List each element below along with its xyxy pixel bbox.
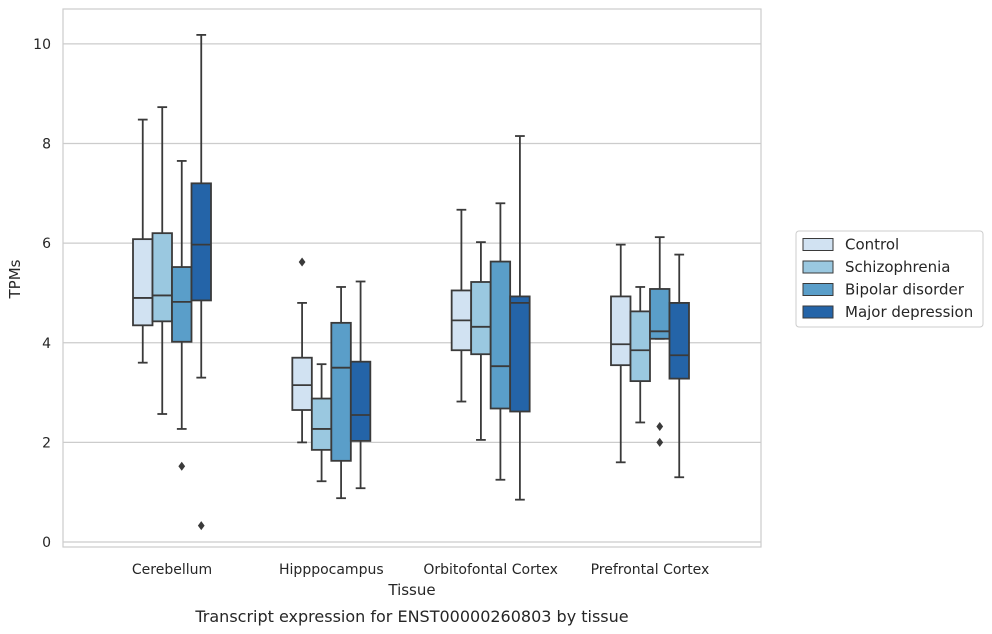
box-2-2 <box>489 202 512 481</box>
legend-frame <box>795 230 984 328</box>
outlier-point <box>656 421 664 431</box>
box-body <box>190 182 212 302</box>
y-tick-label: 8 <box>42 137 51 153</box>
box-body <box>349 360 372 442</box>
boxes <box>132 34 690 531</box>
outlier-point <box>178 461 186 471</box>
box-0-1 <box>151 106 173 415</box>
box-body <box>470 281 492 356</box>
box-body <box>629 310 651 383</box>
y-tick-label: 10 <box>33 37 51 53</box>
x-tick-label: Hipppocampus <box>279 562 384 578</box>
x-axis-ticks: Cerebellum Hipppocampus Orbitofontal Corte… <box>132 562 709 578</box>
box-3-3 <box>668 253 690 479</box>
box-0-3 <box>190 34 212 531</box>
box-body <box>151 232 173 323</box>
y-tick-label: 6 <box>42 236 51 252</box>
box-1-0 <box>291 257 313 444</box>
x-tick-label: Prefrontal Cortex <box>591 562 710 578</box>
x-tick-label: Cerebellum <box>132 562 212 578</box>
legend-label: Control <box>845 236 899 254</box>
y-axis-label: TPMs <box>6 259 24 299</box>
legend-swatch <box>802 238 834 251</box>
box-3-0 <box>610 243 632 464</box>
legend-swatch <box>802 260 834 274</box>
legend-label: Schizophrenia <box>845 258 950 276</box>
chart-caption: Transcript expression for ENST0000026080… <box>194 607 628 626</box>
plot-area-frame <box>62 8 762 548</box>
x-axis-label: Tissue <box>387 581 435 599</box>
box-2-1 <box>470 241 492 441</box>
box-1-3 <box>349 280 372 490</box>
outlier-point <box>656 437 664 447</box>
box-1-1 <box>310 363 333 483</box>
box-2-3 <box>509 135 531 501</box>
x-tick-label: Orbitofontal Cortex <box>423 562 558 578</box>
box-0-0 <box>132 118 154 364</box>
y-tick-label: 4 <box>42 336 51 352</box>
box-body <box>610 295 632 367</box>
legend-label: Major depression <box>845 303 973 321</box>
gridlines <box>63 43 761 543</box>
legend: Control Schizophrenia Bipolar disorder Majo… <box>795 230 984 328</box>
box-body <box>668 302 690 380</box>
box-body <box>509 295 531 413</box>
box-0-2 <box>171 160 193 471</box>
outlier-point <box>298 257 306 267</box>
legend-swatch <box>802 305 834 319</box>
y-axis-ticks: 0 2 4 6 8 10 <box>33 37 51 551</box>
box-2-0 <box>450 208 473 403</box>
outlier-point <box>197 521 205 531</box>
y-tick-label: 0 <box>42 535 51 551</box>
box-body <box>489 260 512 410</box>
box-3-1 <box>629 286 651 424</box>
box-1-2 <box>330 286 352 500</box>
box-body <box>171 266 193 343</box>
y-tick-label: 2 <box>42 435 51 451</box>
box-3-2 <box>649 236 671 447</box>
box-body <box>132 238 154 327</box>
box-body <box>310 397 333 451</box>
box-body <box>330 321 352 462</box>
box-body <box>291 356 313 411</box>
legend-swatch <box>802 283 834 296</box>
legend-label: Bipolar disorder <box>845 281 965 299</box>
